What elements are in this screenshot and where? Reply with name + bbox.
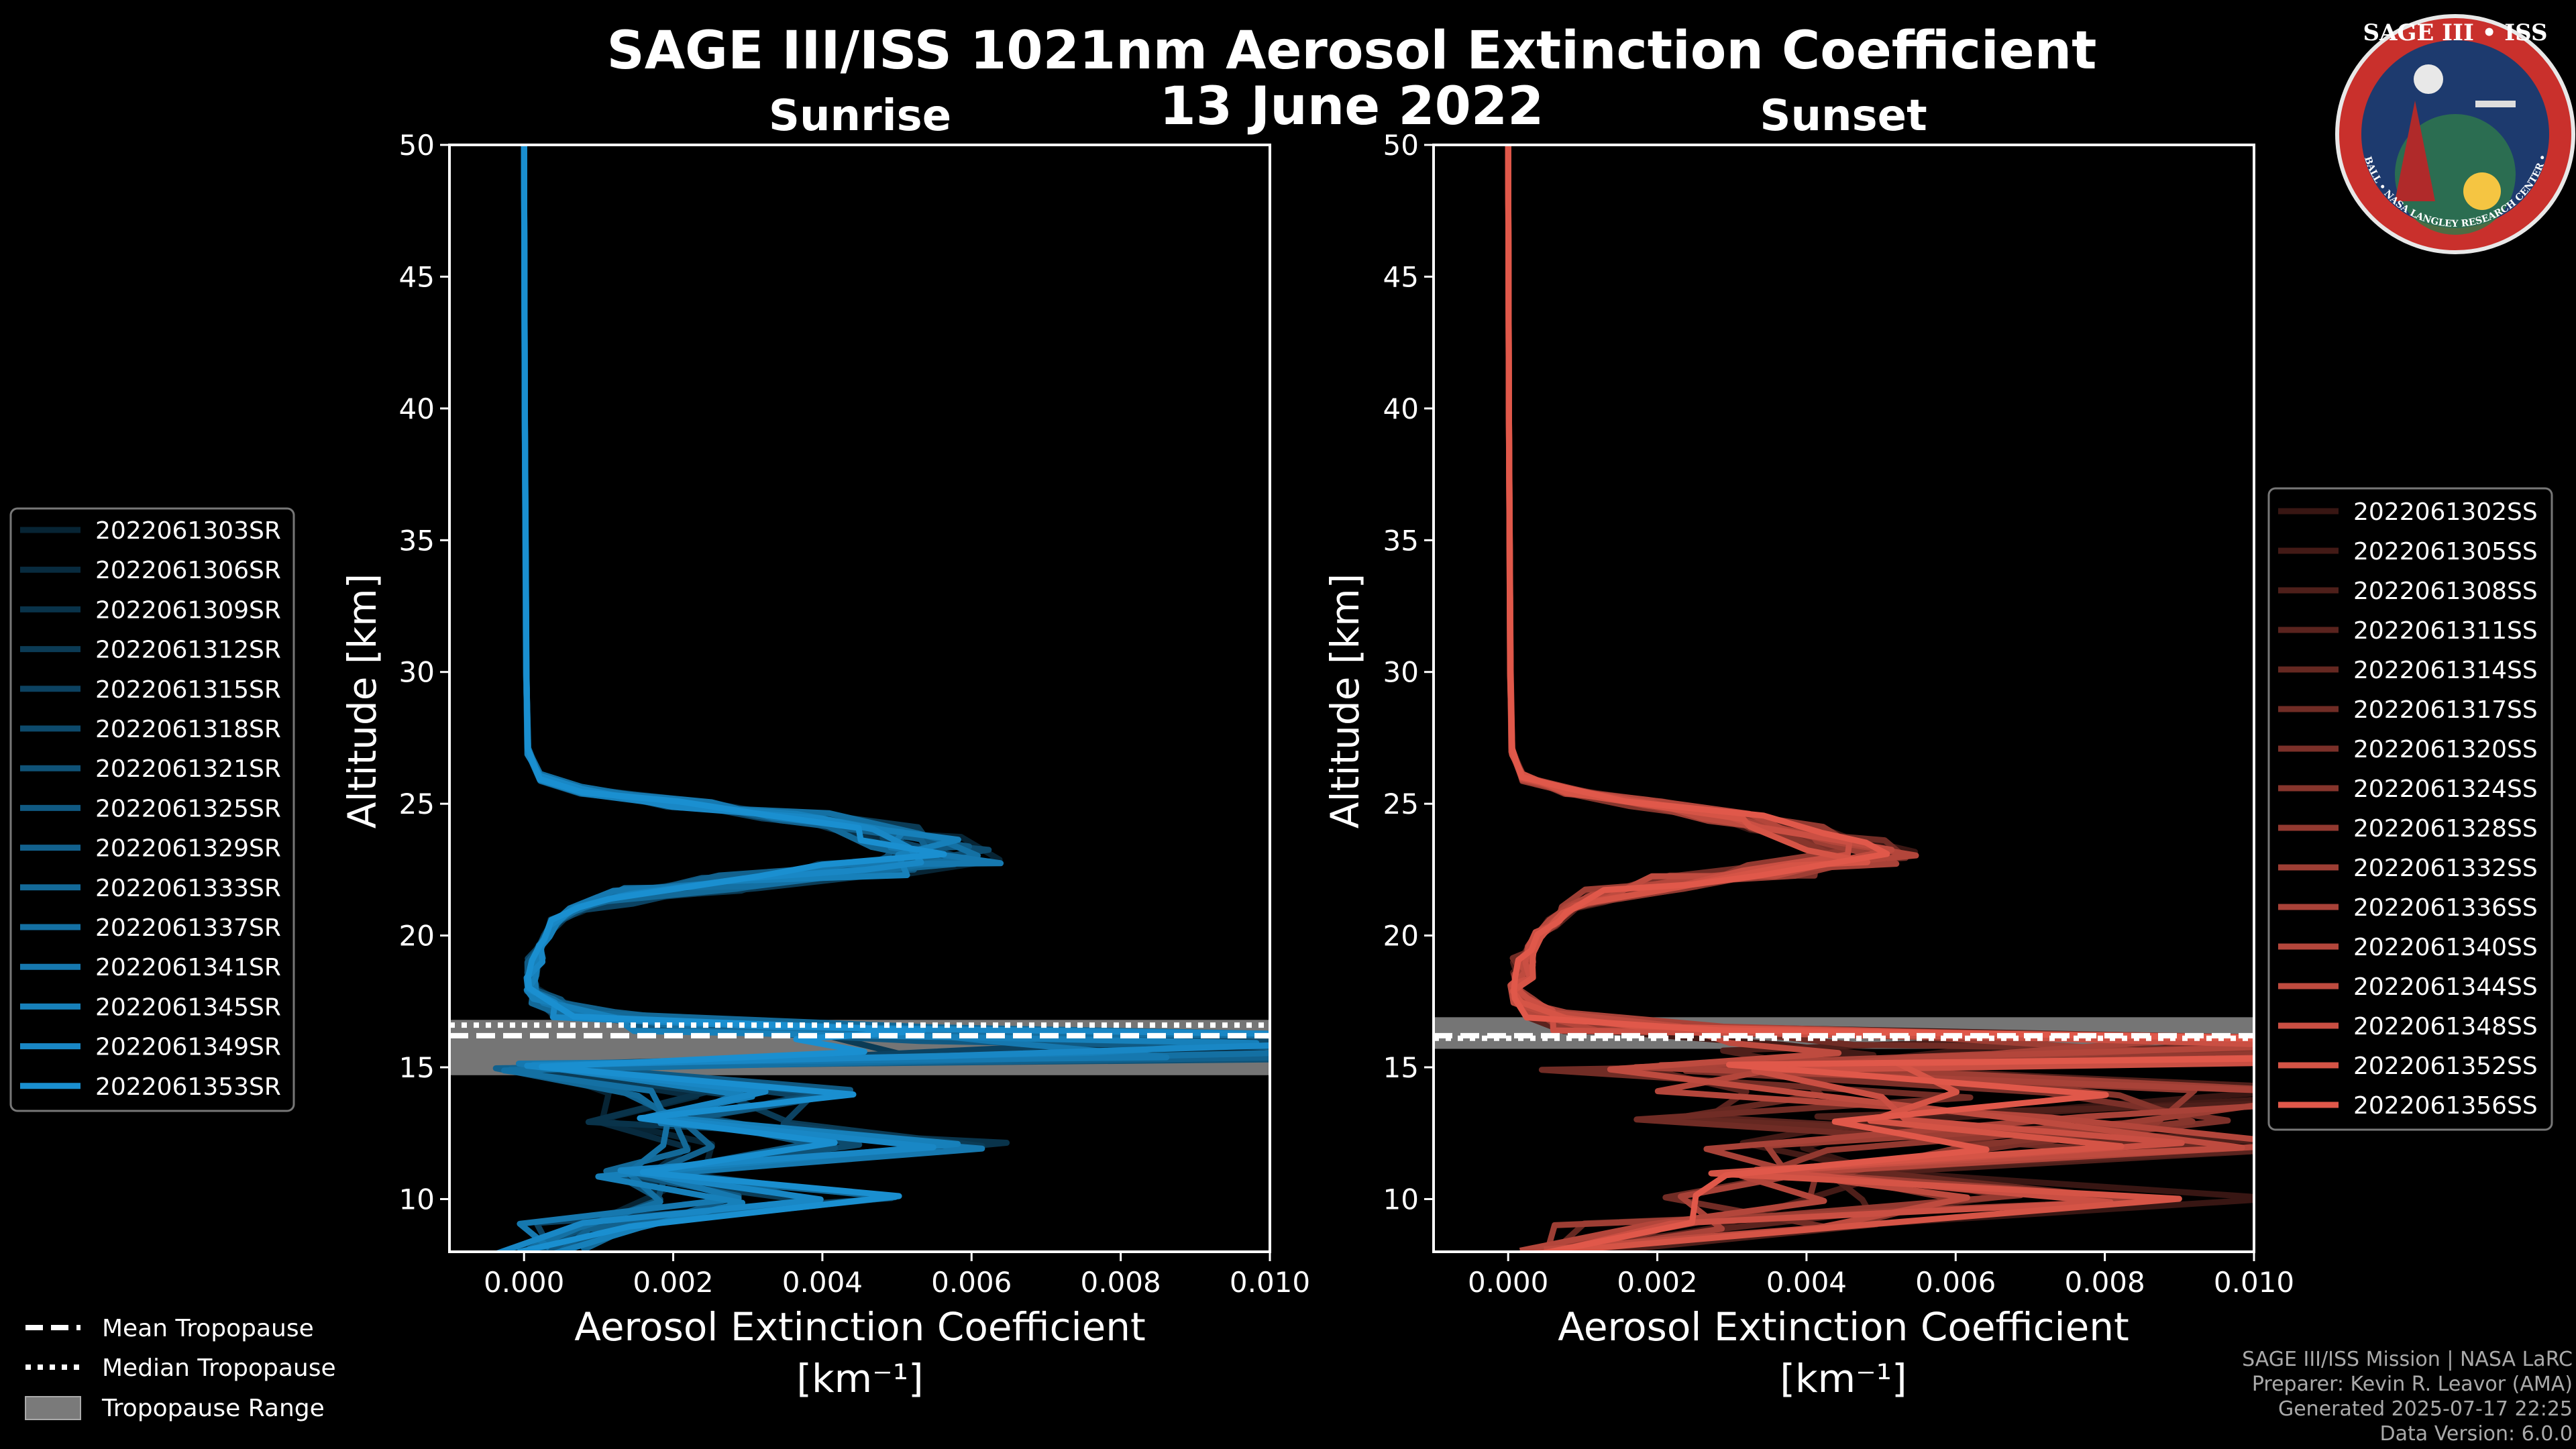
x-tick-label: 0.000 bbox=[1468, 1266, 1548, 1299]
x-tick-label: 0.006 bbox=[1915, 1266, 1996, 1299]
median-tropopause-label: Median Tropopause bbox=[102, 1354, 336, 1382]
footer-data-version: Data Version: 6.0.0 bbox=[2380, 1422, 2573, 1446]
sunset-x-label: Aerosol Extinction Coefficient bbox=[1558, 1304, 2129, 1350]
y-tick-label: 50 bbox=[1383, 129, 1419, 162]
x-tick-label: 0.010 bbox=[1230, 1266, 1310, 1299]
legend-entry: 2022061309SR bbox=[95, 596, 281, 624]
y-tick-label: 35 bbox=[399, 524, 435, 557]
y-tick-label: 30 bbox=[399, 656, 435, 689]
figure-title: SAGE III/ISS 1021nm Aerosol Extinction C… bbox=[607, 21, 2097, 81]
y-tick-label: 50 bbox=[399, 129, 435, 162]
legend-entry: 2022061328SS bbox=[2353, 815, 2538, 843]
x-tick-label: 0.002 bbox=[1617, 1266, 1697, 1299]
y-tick-label: 40 bbox=[1383, 392, 1419, 425]
sunrise-plot: 0.000 0.002 0.004 0.006 0.008 0.010 10 15 20 25 30… bbox=[399, 129, 1311, 1299]
tropopause-legend: Mean Tropopause Median Tropopause Tropop… bbox=[25, 1315, 336, 1422]
legend-entry: 2022061324SS bbox=[2353, 775, 2538, 803]
x-tick-label: 0.004 bbox=[1766, 1266, 1847, 1299]
sunset-panel-title: Sunset bbox=[1760, 91, 1927, 141]
legend-entry: 2022061332SS bbox=[2353, 855, 2538, 882]
footer-credits: SAGE III/ISS Mission | NASA LaRC Prepare… bbox=[2242, 1348, 2573, 1446]
y-tick-label: 45 bbox=[1383, 260, 1419, 293]
legend-entry: 2022061305SS bbox=[2353, 538, 2538, 566]
y-tick-label: 35 bbox=[1383, 524, 1419, 557]
legend-entry: 2022061311SS bbox=[2353, 617, 2538, 645]
y-tick-label: 25 bbox=[1383, 788, 1419, 820]
legend-entry: 2022061315SR bbox=[95, 676, 281, 704]
legend-entry: 2022061317SS bbox=[2353, 696, 2538, 724]
y-tick-label: 10 bbox=[399, 1183, 435, 1216]
legend-entry: 2022061345SR bbox=[95, 994, 281, 1021]
y-tick-label: 30 bbox=[1383, 656, 1419, 689]
plot-frame bbox=[1432, 144, 2255, 1253]
legend-entry: 2022061353SR bbox=[95, 1073, 281, 1101]
sunrise-x-label: Aerosol Extinction Coefficient bbox=[574, 1304, 1146, 1350]
sunrise-x-units: [km⁻¹] bbox=[796, 1356, 923, 1401]
legend-entry: 2022061356SS bbox=[2353, 1092, 2538, 1120]
logo-title: SAGE III • ISS bbox=[2363, 19, 2547, 46]
legend-entry: 2022061348SS bbox=[2353, 1013, 2538, 1040]
y-tick-label: 45 bbox=[399, 260, 435, 293]
legend-entry: 2022061325SR bbox=[95, 795, 281, 822]
moon-icon bbox=[2414, 64, 2443, 94]
x-tick-label: 0.004 bbox=[782, 1266, 863, 1299]
legend-entry: 2022061344SS bbox=[2353, 973, 2538, 1001]
iss-station-icon bbox=[2475, 101, 2516, 107]
sunrise-legend: 2022061303SR 2022061306SR 2022061309SR 2022… bbox=[9, 507, 295, 1112]
y-tick-label: 10 bbox=[1383, 1183, 1419, 1216]
sun-icon bbox=[2463, 172, 2501, 210]
sunset-x-units: [km⁻¹] bbox=[1780, 1356, 1907, 1401]
y-tick-label: 15 bbox=[1383, 1051, 1419, 1084]
plot-frame bbox=[448, 144, 1271, 1253]
figure-date: 13 June 2022 bbox=[1160, 76, 1544, 137]
profile-line-2022061353SR bbox=[517, 145, 947, 1252]
x-tick-label: 0.008 bbox=[2065, 1266, 2145, 1299]
y-tick-label: 25 bbox=[399, 788, 435, 820]
y-tick-label: 20 bbox=[1383, 920, 1419, 953]
tropopause-range-label: Tropopause Range bbox=[101, 1395, 325, 1422]
mean-tropopause-label: Mean Tropopause bbox=[102, 1315, 314, 1342]
legend-entry: 2022061302SS bbox=[2353, 498, 2538, 526]
x-tick-label: 0.006 bbox=[931, 1266, 1012, 1299]
legend-entry: 2022061333SR bbox=[95, 875, 281, 902]
legend-entry: 2022061336SS bbox=[2353, 894, 2538, 922]
y-tick-label: 20 bbox=[399, 920, 435, 953]
legend-entry: 2022061306SR bbox=[95, 557, 281, 584]
x-tick-label: 0.008 bbox=[1081, 1266, 1161, 1299]
legend-entry: 2022061337SR bbox=[95, 914, 281, 942]
legend-entry: 2022061314SS bbox=[2353, 657, 2538, 684]
x-tick-label: 0.002 bbox=[633, 1266, 713, 1299]
profile-line-2022061356SS bbox=[1505, 146, 2254, 1252]
sunrise-panel-title: Sunrise bbox=[769, 91, 951, 141]
sunset-plot: 0.000 0.002 0.004 0.006 0.008 0.010 10 15 20 25 30… bbox=[1383, 129, 2295, 1299]
y-tick-label: 15 bbox=[399, 1051, 435, 1084]
tropopause-range-swatch bbox=[25, 1396, 81, 1420]
legend-entry: 2022061318SR bbox=[95, 716, 281, 743]
legend-entry: 2022061352SS bbox=[2353, 1053, 2538, 1080]
legend-entry: 2022061321SR bbox=[95, 755, 281, 783]
legend-entry: 2022061320SS bbox=[2353, 736, 2538, 763]
legend-entry: 2022061340SS bbox=[2353, 934, 2538, 961]
legend-entry: 2022061303SR bbox=[95, 517, 281, 545]
x-tick-label: 0.010 bbox=[2214, 1266, 2294, 1299]
legend-entry: 2022061349SR bbox=[95, 1034, 281, 1061]
x-tick-label: 0.000 bbox=[484, 1266, 564, 1299]
y-tick-label: 40 bbox=[399, 392, 435, 425]
footer-preparer: Preparer: Kevin R. Leavor (AMA) bbox=[2252, 1373, 2573, 1396]
legend-entry: 2022061312SR bbox=[95, 637, 281, 664]
sunset-legend: 2022061302SS 2022061305SS 2022061308SS 2022… bbox=[2267, 487, 2553, 1131]
footer-mission: SAGE III/ISS Mission | NASA LaRC bbox=[2242, 1348, 2573, 1371]
footer-generated: Generated 2025-07-17 22:25 bbox=[2278, 1397, 2573, 1421]
sunset-y-label: Altitude [km] bbox=[1322, 574, 1368, 828]
sunrise-y-label: Altitude [km] bbox=[339, 574, 385, 828]
sage-figure-icon bbox=[2395, 101, 2435, 201]
legend-entry: 2022061341SR bbox=[95, 954, 281, 981]
legend-entry: 2022061308SS bbox=[2353, 578, 2538, 605]
legend-entry: 2022061329SR bbox=[95, 835, 281, 863]
